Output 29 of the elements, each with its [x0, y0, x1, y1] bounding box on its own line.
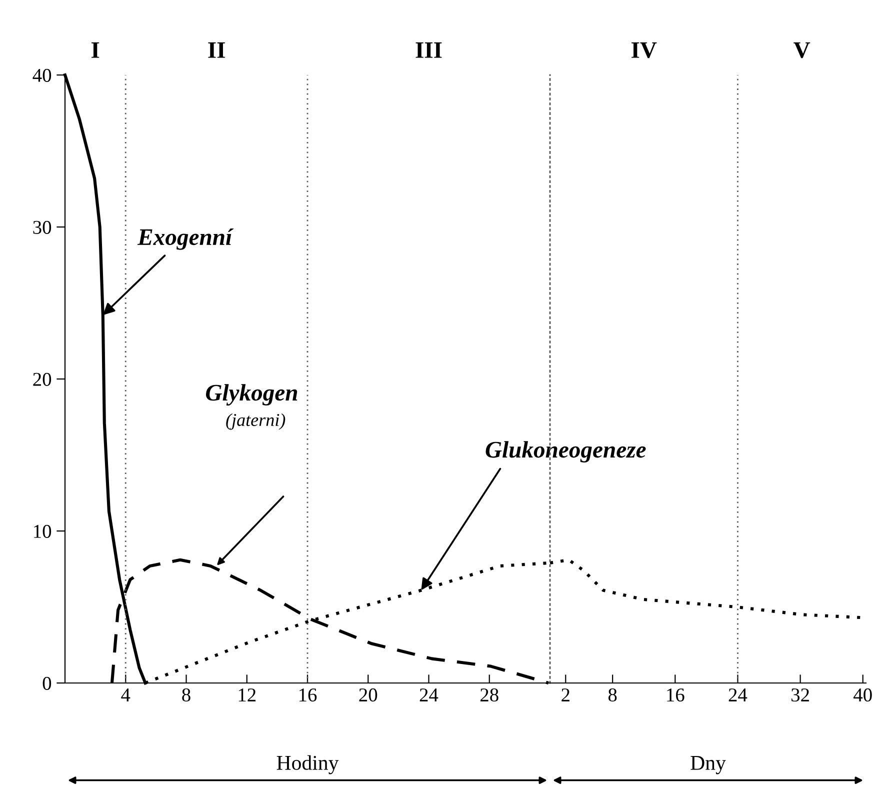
x-axis-title: Dny	[690, 756, 726, 774]
x-axis-title: Hodiny	[276, 755, 339, 774]
x-tick-label: 16	[299, 688, 317, 702]
y-tick-label: 20	[33, 372, 52, 386]
text: I	[92, 42, 100, 58]
annotation: Glykogen	[206, 384, 298, 406]
text: III	[416, 42, 442, 58]
x-tick-label: 2	[562, 688, 570, 702]
x-tick-label: 40	[854, 688, 872, 702]
x-tick-label: 16	[667, 688, 684, 702]
y-tick-label: 10	[34, 524, 52, 538]
x-tick-label: 24	[728, 688, 748, 702]
text: V	[794, 42, 810, 58]
x-tick-label: 32	[792, 688, 809, 702]
annotation: Glukoneogeneze	[486, 441, 646, 462]
x-tick-label: 20	[359, 688, 378, 702]
x-tick-label: 4	[121, 688, 130, 702]
y-tick-label: 0	[42, 676, 52, 690]
y-tick-label: 30	[33, 220, 52, 234]
annotation: Exogenní	[137, 228, 234, 250]
x-tick-label: 8	[182, 688, 190, 702]
x-tick-label: 8	[608, 688, 617, 702]
x-tick-label: 12	[238, 688, 256, 702]
y-tick-label: 40	[32, 68, 52, 82]
text: II	[208, 42, 225, 58]
x-tick-label: 28	[480, 688, 498, 702]
annotation: (jaterni)	[226, 413, 286, 430]
text: IV	[632, 42, 657, 58]
x-tick-label: 24	[420, 688, 438, 702]
